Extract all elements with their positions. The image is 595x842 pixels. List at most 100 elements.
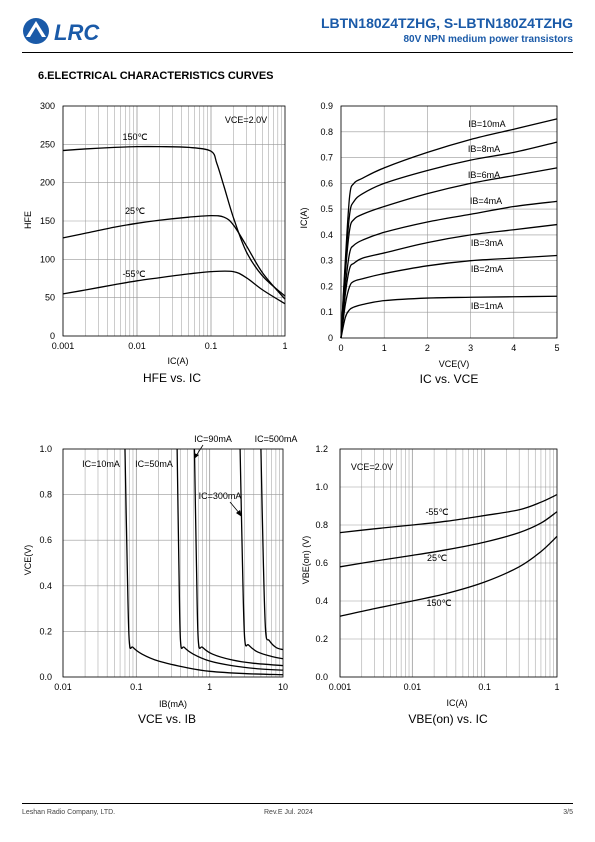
chart-1-ytick-label: 0.7	[320, 153, 333, 163]
chart-1-series-line	[340, 254, 558, 339]
chart-2-series-line	[176, 448, 284, 671]
chart-1-xtick-label: 5	[554, 343, 559, 353]
chart-3-xtick-label: 0.001	[329, 682, 352, 692]
chart-0-series-line	[62, 270, 286, 305]
caption-ic-vs-vce: IC vs. VCE	[419, 372, 479, 386]
chart-2-xaxis-label: IB(mA)	[159, 699, 187, 709]
chart-1-series-label: IB=1mA	[471, 301, 503, 311]
chart-3-ytick-label: 0.8	[315, 520, 328, 530]
chart-2-series-label: IC=300mA	[199, 491, 242, 501]
chart-0-series-label: 150℃	[122, 132, 147, 142]
chart-1-xtick-label: 3	[468, 343, 473, 353]
chart-0-xtick-label: 0.1	[205, 341, 218, 351]
ic300-arrowhead	[236, 510, 242, 517]
chart-1-ytick-label: 0.3	[320, 256, 333, 266]
chart-2-ytick-label: 1.0	[39, 444, 52, 454]
chart-3-ytick-label: 1.2	[315, 444, 328, 454]
chart-0-ytick-label: 200	[40, 178, 55, 188]
chart-1-xtick-label: 2	[425, 343, 430, 353]
chart-3-xtick-label: 0.01	[404, 682, 422, 692]
chart-1-ytick-label: 0.6	[320, 178, 333, 188]
chart-1-xtick-label: 4	[511, 343, 516, 353]
chart-2-series-line	[193, 448, 284, 667]
header-divider	[22, 52, 573, 53]
chart-3-series-line	[339, 511, 558, 568]
chart-1-ytick-label: 0	[328, 333, 333, 343]
caption-hfe-vs-ic: HFE vs. IC	[142, 371, 201, 385]
chart-0-ytick-label: 300	[40, 101, 55, 111]
chart-1-ytick-label: 0.5	[320, 204, 333, 214]
footer-divider	[22, 803, 573, 804]
chart-3-series-line	[339, 535, 558, 617]
chart-2-grid	[62, 448, 283, 678]
chart-1-series-line	[340, 141, 558, 339]
chart-3-ytick-label: 0.0	[315, 672, 328, 682]
chart-1-xtick-label: 0	[338, 343, 343, 353]
caption-vce-vs-ib: VCE vs. IB	[137, 712, 196, 726]
chart-3-xtick-label: 0.1	[478, 682, 491, 692]
chart-0-ytick-label: 0	[50, 331, 55, 341]
chart-3-series-line	[339, 494, 558, 534]
chart-1-ytick-label: 0.8	[320, 127, 333, 137]
section-title: 6.ELECTRICAL CHARACTERISTICS CURVES	[38, 70, 274, 82]
chart-3-ytick-label: 0.4	[315, 596, 328, 606]
chart-3-ytick-label: 0.6	[315, 558, 328, 568]
chart-2-yaxis-label: VCE(V)	[23, 545, 33, 576]
chart-1-grid	[340, 105, 558, 339]
chart-0-series-line	[62, 214, 286, 300]
chart-1-series-line	[340, 167, 558, 339]
chart-1-series-label: IB=6mA	[468, 170, 500, 180]
chart-2-series-line	[260, 448, 284, 651]
chart-2-series-line	[239, 448, 284, 660]
chart-3-xaxis-label: IC(A)	[447, 698, 468, 708]
chart-2-ytick-label: 0.2	[39, 626, 52, 636]
ic90-arrowhead	[194, 453, 199, 459]
chart-3-series-label: 150℃	[426, 598, 451, 608]
chart-1-ytick-label: 0.2	[320, 281, 333, 291]
footer-revision: Rev.E Jul. 2024	[264, 809, 313, 816]
chart-2-frame	[62, 448, 284, 678]
chart-2-ytick-label: 0.8	[39, 490, 52, 500]
chart-2-ytick-label: 0.0	[39, 672, 52, 682]
chart-2-series-label: IC=500mA	[255, 434, 298, 444]
document-subtitle: 80V NPN medium power transistors	[403, 34, 574, 45]
chart-1-series-label: IB=3mA	[471, 238, 503, 248]
footer-page: 3/5	[563, 809, 573, 816]
chart-1-ytick-label: 0.4	[320, 230, 333, 240]
logo-text: LRC	[54, 20, 100, 45]
chart-2-xtick-label: 1	[207, 682, 212, 692]
chart-0-annotation: VCE=2.0V	[225, 115, 267, 125]
chart-0-series-line	[62, 145, 286, 297]
document-title: LBTN180Z4TZHG, S-LBTN180Z4TZHG	[320, 15, 573, 31]
chart-1-ytick-label: 0.9	[320, 101, 333, 111]
chart-0-ytick-label: 100	[40, 254, 55, 264]
chart-0-xtick-label: 1	[282, 341, 287, 351]
chart-0-xaxis-label: IC(A)	[168, 356, 189, 366]
chart-2-ytick-label: 0.4	[39, 581, 52, 591]
chart-1-ytick-label: 0.1	[320, 307, 333, 317]
chart-0-yaxis-label: HFE	[23, 211, 33, 229]
chart-3-ytick-label: 1.0	[315, 482, 328, 492]
chart-0-grid	[62, 105, 285, 337]
caption-vbe-vs-ic: VBE(on) vs. IC	[408, 712, 488, 726]
chart-0-frame	[62, 105, 286, 337]
lrc-logo: LRC	[22, 15, 122, 47]
chart-2-series-line	[124, 448, 284, 676]
chart-2-series-label: IC=90mA	[194, 434, 232, 444]
chart-0-series-label: 25℃	[125, 206, 145, 216]
chart-1-series-line	[340, 223, 558, 339]
chart-3-series-label: -55℃	[425, 507, 448, 517]
chart-2-ytick-label: 0.6	[39, 535, 52, 545]
chart-1-series-label: IB=8mA	[468, 144, 500, 154]
chart-1-yaxis-label: IC(A)	[299, 208, 309, 229]
chart-2-xtick-label: 10	[278, 682, 288, 692]
chart-1-series-line	[340, 295, 558, 339]
chart-3-yaxis-label: VBE(on) (V)	[301, 536, 311, 585]
chart-2-series-label: IC=50mA	[135, 459, 173, 469]
chart-1-frame	[340, 105, 558, 339]
chart-2-xtick-label: 0.1	[130, 682, 143, 692]
chart-2-series-label: IC=10mA	[82, 459, 120, 469]
ic90-arrow	[195, 444, 204, 457]
chart-0-ytick-label: 50	[45, 293, 55, 303]
